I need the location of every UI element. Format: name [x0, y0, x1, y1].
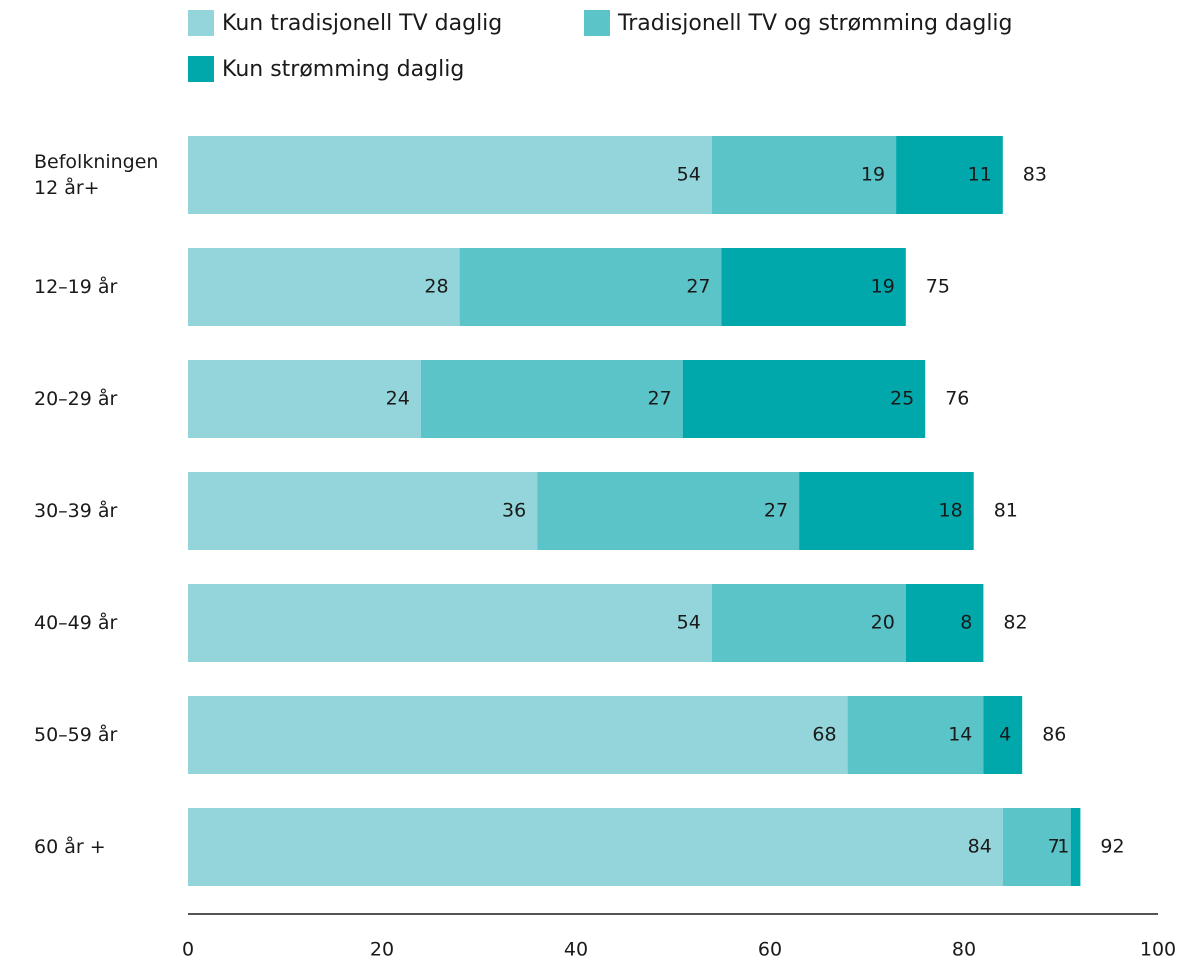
legend-label: Kun strømming daglig [222, 57, 464, 82]
value-label: 54 [677, 164, 701, 186]
category-label: 12–19 år [34, 276, 118, 298]
category-label: 40–49 år [34, 612, 118, 634]
bar-segment [188, 360, 421, 438]
value-label: 1 [1057, 836, 1069, 858]
category-label: Befolkningen 12 år+ [34, 151, 159, 199]
x-tick-label: 80 [952, 939, 976, 961]
bar-segment [188, 136, 712, 214]
total-label: 86 [1042, 724, 1066, 746]
bar-segment [188, 584, 712, 662]
total-label: 81 [994, 500, 1018, 522]
category-label: 30–39 år [34, 500, 118, 522]
bar-segment [711, 136, 897, 214]
legend-swatch [188, 56, 214, 82]
bar-segment [847, 696, 984, 774]
x-tick-label: 60 [758, 939, 782, 961]
value-label: 20 [871, 612, 895, 634]
value-label: 54 [677, 612, 701, 634]
value-label: 18 [939, 500, 963, 522]
bar-segment [799, 472, 974, 550]
total-label: 92 [1100, 836, 1124, 858]
value-label: 7 [1048, 836, 1060, 858]
total-label: 82 [1003, 612, 1027, 634]
value-label: 36 [502, 500, 526, 522]
value-label: 8 [960, 612, 972, 634]
value-label: 4 [999, 724, 1011, 746]
bar-segment [682, 360, 926, 438]
value-label: 19 [861, 164, 885, 186]
x-tick-label: 40 [564, 939, 588, 961]
legend-swatch [584, 10, 610, 36]
total-label: 76 [945, 388, 969, 410]
bar-segment [188, 696, 848, 774]
value-label: 24 [386, 388, 410, 410]
category-label: 60 år + [34, 836, 106, 858]
x-tick-label: 100 [1140, 939, 1176, 961]
bar-segment [188, 248, 460, 326]
value-label: 28 [424, 276, 448, 298]
value-label: 19 [871, 276, 895, 298]
bar-segment [537, 472, 800, 550]
bar-segment [1070, 808, 1081, 886]
bar-segment [896, 136, 1003, 214]
value-label: 84 [968, 836, 992, 858]
x-tick-label: 0 [182, 939, 194, 961]
bar-segment [983, 696, 1023, 774]
category-label: 20–29 år [34, 388, 118, 410]
x-tick-label: 20 [370, 939, 394, 961]
value-label: 27 [764, 500, 788, 522]
bar-segment [459, 248, 722, 326]
bar-segment [420, 360, 683, 438]
bar-segment [711, 584, 906, 662]
value-label: 68 [812, 724, 836, 746]
value-label: 14 [948, 724, 972, 746]
legend-swatch [188, 10, 214, 36]
value-label: 11 [968, 164, 992, 186]
bar-segment [721, 248, 906, 326]
legend-label: Tradisjonell TV og strømming daglig [617, 11, 1013, 36]
bar-segment [905, 584, 984, 662]
bar-segment [188, 808, 1003, 886]
bar-segment [1002, 808, 1071, 886]
value-label: 27 [648, 388, 672, 410]
bar-segment [188, 472, 538, 550]
legend-label: Kun tradisjonell TV daglig [222, 11, 502, 36]
total-label: 83 [1023, 164, 1047, 186]
category-label: 50–59 år [34, 724, 118, 746]
total-label: 75 [926, 276, 950, 298]
value-label: 27 [686, 276, 710, 298]
value-label: 25 [890, 388, 914, 410]
